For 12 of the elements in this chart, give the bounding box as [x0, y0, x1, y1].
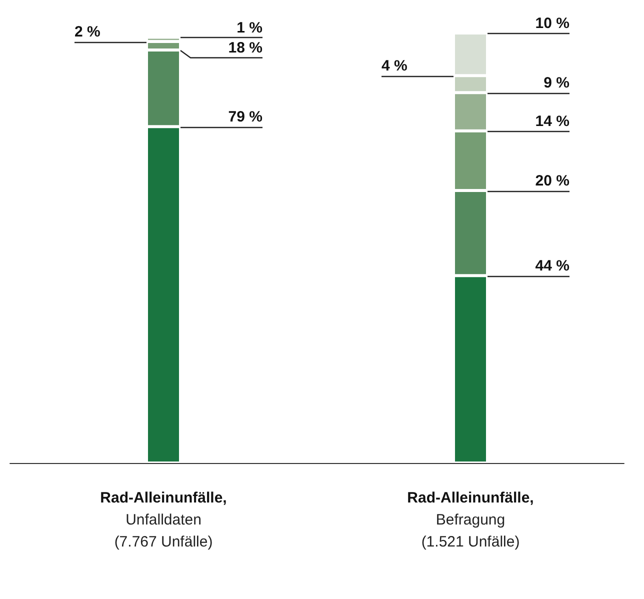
data-label: 4 %: [382, 58, 408, 75]
data-label: 20 %: [535, 172, 570, 190]
data-label: 2 %: [74, 24, 100, 41]
data-label: 18 %: [228, 39, 262, 56]
x-tick-label: Rad-Alleinunfälle, Befragung (1.521 Unfälle): [407, 490, 534, 550]
data-label: 1 %: [236, 19, 262, 36]
data-label: 79 %: [228, 108, 262, 126]
data-label: 14 %: [535, 112, 570, 130]
data-label: 44 %: [535, 258, 570, 275]
x-tick-label: Rad-Alleinunfälle, Unfalldaten (7.767 Unfälle): [100, 490, 227, 550]
data-label: 10 %: [535, 15, 570, 32]
data-label: 9 %: [544, 74, 570, 92]
